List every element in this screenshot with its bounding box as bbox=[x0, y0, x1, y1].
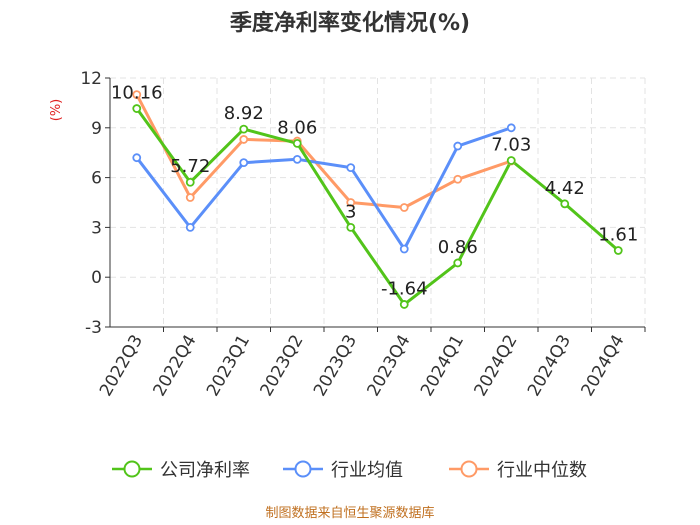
chart-title: 季度净利率变化情况(%) bbox=[230, 10, 470, 36]
x-tick-label: 2023Q1 bbox=[203, 332, 254, 400]
data-point bbox=[560, 199, 570, 209]
axes bbox=[105, 77, 646, 332]
data-point bbox=[132, 104, 142, 113]
data-point bbox=[239, 135, 249, 144]
data-point bbox=[613, 246, 623, 255]
data-label: 4.42 bbox=[545, 178, 585, 199]
series-line-2 bbox=[135, 93, 512, 209]
data-point bbox=[292, 154, 302, 164]
data-point bbox=[239, 158, 249, 168]
data-label: 8.06 bbox=[277, 117, 317, 138]
data-label: 1.61 bbox=[598, 224, 638, 245]
legend-label: 行业均值 bbox=[331, 460, 403, 481]
series-points bbox=[132, 90, 623, 309]
legend-marker bbox=[123, 460, 141, 478]
data-point bbox=[185, 222, 195, 232]
data-point bbox=[346, 198, 356, 207]
data-label: 3 bbox=[345, 201, 356, 222]
data-point bbox=[453, 141, 463, 151]
data-label: 10.16 bbox=[111, 83, 163, 104]
x-tick-label: 2023Q3 bbox=[310, 332, 361, 400]
data-point bbox=[132, 153, 142, 163]
data-point bbox=[185, 177, 195, 187]
data-point bbox=[185, 193, 195, 202]
x-tick-label: 2023Q2 bbox=[257, 332, 308, 400]
x-tick-label: 2024Q2 bbox=[471, 332, 522, 400]
x-tick-label: 2022Q3 bbox=[96, 332, 147, 400]
x-tick-label: 2024Q4 bbox=[578, 332, 629, 400]
data-point bbox=[506, 156, 516, 165]
data-point bbox=[399, 203, 409, 212]
legend-marker bbox=[294, 460, 312, 478]
data-label: 7.03 bbox=[491, 135, 531, 156]
data-point bbox=[399, 244, 409, 254]
y-tick-label: 6 bbox=[91, 169, 102, 189]
data-point bbox=[292, 139, 302, 148]
y-tick-label: -3 bbox=[85, 318, 102, 338]
y-tick-labels: -3 0 3 6 9 12 bbox=[80, 69, 102, 338]
data-labels: 10.16 5.72 8.92 8.06 3 -1.64 0.86 7.03 4.42 1.61 bbox=[111, 83, 638, 300]
x-tick-labels: 2022Q3 2022Q4 2023Q1 2023Q2 2023Q3 2023Q4 2024… bbox=[96, 332, 629, 400]
data-point bbox=[239, 124, 249, 134]
legend-label: 行业中位数 bbox=[497, 460, 587, 481]
y-tick-label: 3 bbox=[91, 218, 102, 238]
series-line-1 bbox=[135, 126, 512, 251]
data-point bbox=[346, 163, 356, 173]
data-point bbox=[399, 300, 409, 309]
series-line-0 bbox=[135, 107, 620, 306]
x-tick-label: 2022Q4 bbox=[150, 332, 201, 400]
x-tick-label: 2024Q3 bbox=[524, 332, 575, 400]
data-label: -1.64 bbox=[381, 278, 428, 299]
x-tick-label: 2023Q4 bbox=[364, 332, 415, 400]
source-note: 制图数据来自恒生聚源数据库 bbox=[265, 505, 434, 521]
data-label: 5.72 bbox=[170, 156, 210, 177]
data-point bbox=[132, 90, 142, 99]
y-tick-label: 9 bbox=[91, 119, 102, 139]
legend: 公司净利率 行业均值 行业中位数 bbox=[112, 460, 587, 481]
y-axis-label: (%) bbox=[49, 99, 64, 122]
legend-marker bbox=[460, 460, 478, 478]
series-lines bbox=[135, 93, 620, 306]
data-label: 0.86 bbox=[438, 237, 478, 258]
data-label: 8.92 bbox=[224, 103, 264, 124]
y-tick-label: 0 bbox=[91, 268, 102, 288]
data-point bbox=[506, 123, 516, 133]
legend-label: 公司净利率 bbox=[160, 460, 250, 481]
data-point bbox=[453, 174, 463, 184]
x-tick-label: 2024Q1 bbox=[417, 332, 468, 400]
data-point bbox=[453, 258, 463, 268]
data-point bbox=[346, 222, 356, 232]
y-tick-label: 12 bbox=[80, 69, 102, 89]
